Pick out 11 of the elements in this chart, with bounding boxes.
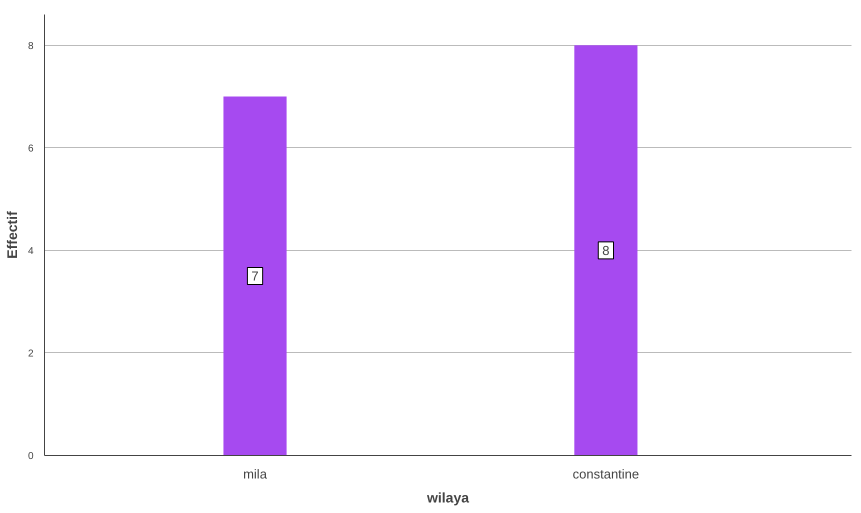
- x-tick-label: mila: [243, 466, 268, 482]
- x-tick-label: constantine: [572, 466, 640, 482]
- y-axis-title: Effectif: [4, 210, 20, 259]
- y-tick-label: 8: [28, 40, 34, 52]
- x-axis-title: wilaya: [426, 490, 470, 506]
- data-label: 8: [602, 242, 610, 258]
- y-tick-label: 0: [28, 451, 34, 462]
- y-tick-label: 6: [28, 143, 34, 154]
- data-label: 7: [251, 268, 259, 284]
- y-tick-label: 2: [28, 348, 34, 360]
- y-tick-label: 4: [28, 246, 34, 257]
